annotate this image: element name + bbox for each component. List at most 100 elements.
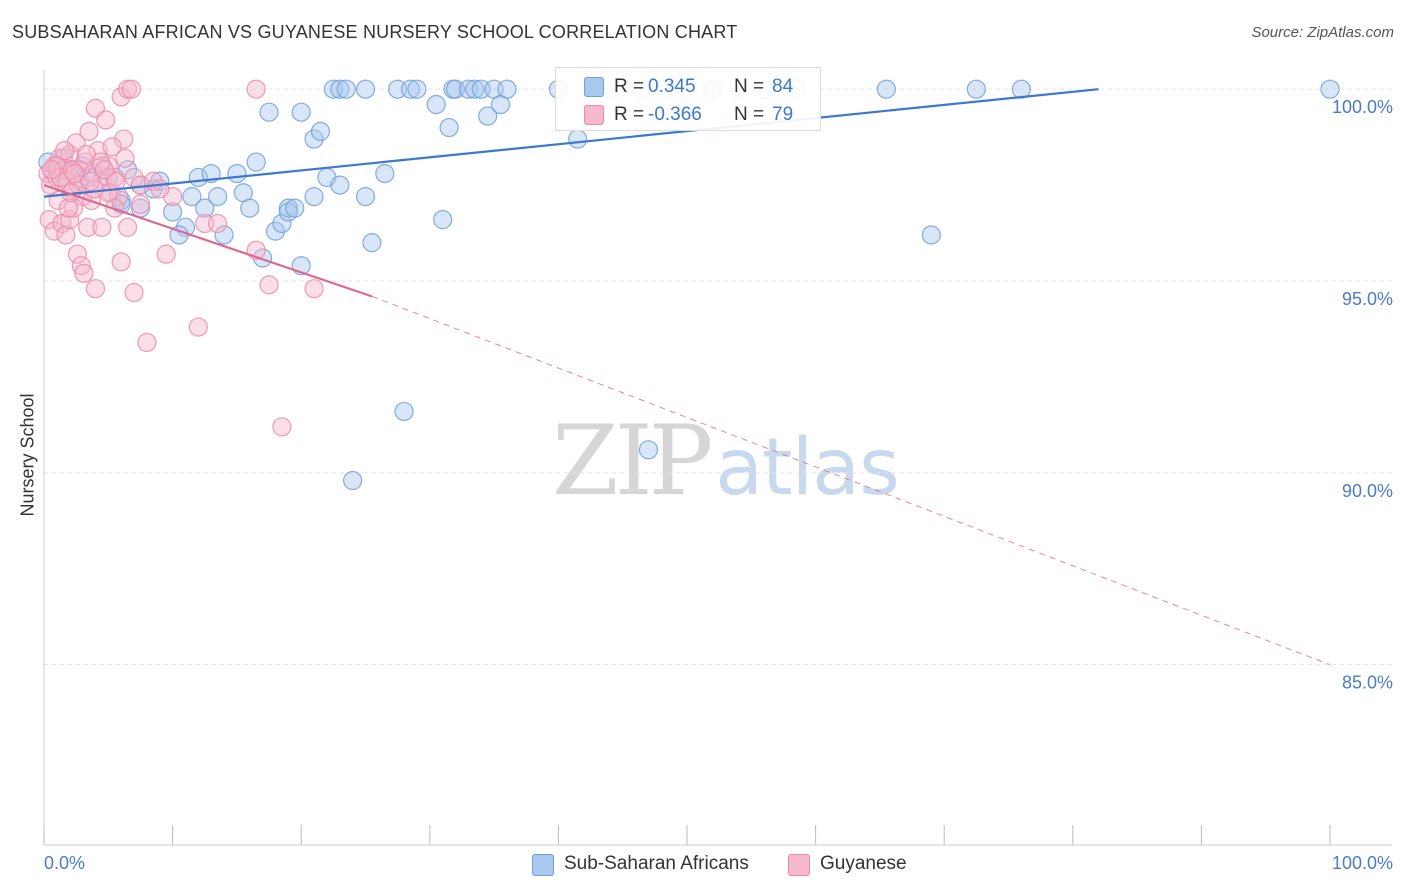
- watermark-atlas: atlas: [715, 423, 899, 513]
- data-point-sub-saharan: [304, 129, 324, 149]
- source-label: Source: ZipAtlas.com: [1251, 24, 1394, 41]
- data-point-sub-saharan: [439, 117, 459, 138]
- data-point-guyanese: [208, 213, 228, 234]
- data-point-sub-saharan: [214, 225, 234, 245]
- data-point-sub-saharan: [195, 198, 215, 218]
- data-point-sub-saharan: [407, 79, 427, 99]
- data-point-guyanese: [188, 317, 208, 337]
- data-point-guyanese: [79, 121, 99, 141]
- data-point-sub-saharan: [876, 79, 896, 99]
- data-point-guyanese: [115, 148, 135, 168]
- n-value: 79: [772, 104, 794, 125]
- r-label: R =: [614, 76, 645, 97]
- data-point-sub-saharan: [375, 163, 395, 184]
- data-point-guyanese: [63, 198, 84, 218]
- data-point-guyanese: [80, 171, 100, 191]
- data-point-guyanese: [272, 417, 292, 437]
- stats-legend-row-pink: R = -0.366 N = 79: [556, 101, 820, 129]
- data-point-sub-saharan: [330, 175, 350, 195]
- data-point-guyanese: [137, 332, 157, 353]
- chart-title: SUBSAHARAN AFRICAN VS GUYANESE NURSERY S…: [12, 22, 738, 42]
- data-point-sub-saharan: [1320, 79, 1340, 99]
- data-point-sub-saharan: [355, 79, 376, 99]
- y-axis-label: Nursery School: [17, 393, 38, 517]
- data-point-guyanese: [42, 160, 62, 180]
- data-point-guyanese: [54, 140, 75, 161]
- legend-label: Guyanese: [820, 853, 907, 874]
- data-point-guyanese: [246, 79, 266, 99]
- data-point-guyanese: [65, 163, 85, 184]
- data-point-sub-saharan: [304, 187, 324, 207]
- data-point-guyanese: [102, 137, 122, 157]
- data-point-guyanese: [156, 244, 176, 264]
- data-point-guyanese: [259, 275, 279, 295]
- data-point-sub-saharan: [291, 102, 311, 122]
- data-point-guyanese: [85, 279, 106, 299]
- data-point-sub-saharan: [568, 129, 588, 149]
- data-point-sub-saharan: [426, 94, 446, 115]
- data-point-sub-saharan: [163, 202, 183, 222]
- data-point-guyanese: [114, 129, 134, 149]
- y-tick-label: 95.0%: [1342, 289, 1393, 309]
- data-point-guyanese: [67, 244, 88, 264]
- data-point-guyanese: [39, 210, 59, 230]
- y-tick-label: 100.0%: [1332, 97, 1393, 117]
- data-point-guyanese: [58, 198, 79, 218]
- pink-swatch: [584, 105, 604, 125]
- data-point-sub-saharan: [497, 79, 517, 99]
- blue-swatch: [584, 77, 604, 97]
- data-point-sub-saharan: [285, 198, 305, 218]
- data-point-guyanese: [124, 282, 144, 303]
- watermark: ZIPatlas: [552, 405, 900, 517]
- stats-legend: R = 0.345 N = 84 R = -0.366 N = 79: [555, 67, 821, 131]
- series-legend: Sub-Saharan Africans Guyanese: [0, 852, 1406, 878]
- blue-swatch: [532, 854, 554, 876]
- x-tick-label: 0.0%: [44, 853, 85, 873]
- data-point-guyanese: [92, 217, 112, 237]
- data-point-guyanese: [94, 160, 115, 180]
- legend-label: Sub-Saharan Africans: [564, 853, 749, 874]
- pink-swatch: [788, 854, 810, 876]
- r-label: R =: [614, 104, 645, 125]
- data-point-guyanese: [96, 110, 116, 130]
- data-point-sub-saharan: [1011, 79, 1031, 99]
- data-point-sub-saharan: [394, 401, 414, 422]
- data-point-guyanese: [111, 252, 131, 272]
- data-point-guyanese: [108, 187, 129, 207]
- data-point-sub-saharan: [362, 233, 382, 253]
- data-point-guyanese: [111, 87, 131, 107]
- n-value: 84: [772, 76, 794, 97]
- x-tick-label: 100.0%: [1332, 853, 1393, 873]
- y-tick-label: 90.0%: [1342, 481, 1393, 501]
- data-point-sub-saharan: [336, 79, 356, 99]
- data-point-guyanese: [88, 140, 108, 161]
- data-point-sub-saharan: [921, 225, 941, 245]
- data-point-guyanese: [56, 225, 76, 245]
- data-point-guyanese: [150, 179, 170, 199]
- data-point-guyanese: [60, 144, 80, 165]
- stats-legend-row-blue: R = 0.345 N = 84: [556, 73, 820, 101]
- data-point-sub-saharan: [182, 187, 202, 207]
- data-point-sub-saharan: [208, 187, 228, 207]
- trend-line-sub-saharan: [43, 88, 1099, 198]
- data-point-sub-saharan: [310, 121, 331, 141]
- data-point-guyanese: [121, 79, 142, 99]
- data-point-sub-saharan: [253, 248, 273, 268]
- data-point-guyanese: [78, 217, 98, 237]
- data-point-guyanese: [71, 256, 91, 276]
- n-label: N =: [734, 76, 765, 97]
- data-point-sub-saharan: [433, 210, 453, 230]
- data-point-guyanese: [74, 263, 94, 283]
- data-point-sub-saharan: [400, 79, 421, 99]
- r-value: 0.345: [648, 76, 696, 97]
- data-point-guyanese: [130, 194, 151, 214]
- trend-line-guyanese: [43, 184, 373, 298]
- data-point-sub-saharan: [478, 106, 498, 126]
- data-point-guyanese: [117, 217, 138, 237]
- r-value: -0.366: [648, 104, 702, 125]
- data-point-sub-saharan: [259, 102, 279, 122]
- data-point-sub-saharan: [343, 470, 363, 491]
- data-point-sub-saharan: [355, 187, 376, 207]
- data-point-sub-saharan: [240, 198, 260, 218]
